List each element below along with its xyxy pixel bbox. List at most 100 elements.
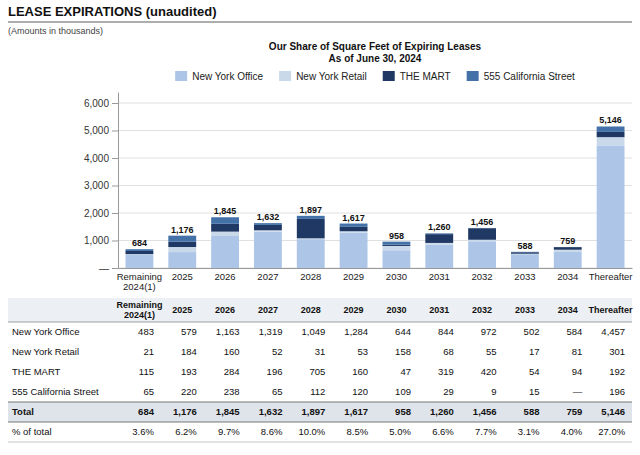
- y-tick-label: 2,000: [84, 208, 109, 219]
- y-tick-mark: [112, 131, 118, 132]
- bar-series: [125, 132, 624, 254]
- y-tick-label: 4,000: [84, 153, 109, 164]
- bar: [297, 216, 325, 219]
- table-row-label: 555 California Street: [12, 386, 99, 397]
- bar-series: [125, 145, 624, 268]
- table-total-bg: [8, 402, 632, 422]
- bar: [425, 234, 453, 243]
- table-cell: 52: [272, 346, 283, 357]
- y-axis: —1,0002,0003,0004,0005,0006,000: [84, 93, 119, 274]
- bar: [125, 255, 153, 268]
- bar: [554, 250, 582, 252]
- table-column-header: 2031: [429, 305, 449, 315]
- table-cell: 158: [395, 346, 411, 357]
- x-tick: 2025: [172, 268, 193, 282]
- x-tick-label: 2026: [215, 271, 236, 282]
- table-cell: 21: [143, 346, 154, 357]
- x-tick: 2032: [472, 268, 493, 282]
- table-rule: [8, 402, 632, 403]
- table-cell: 8.5%: [346, 426, 368, 437]
- legend-swatch: [383, 71, 395, 81]
- y-tick: 5,000: [84, 125, 118, 136]
- table-cell: 10.0%: [298, 426, 325, 437]
- y-tick-label: 5,000: [84, 125, 109, 136]
- total-label: 958: [389, 231, 404, 241]
- total-label: 1,632: [257, 212, 280, 222]
- grid-line: [118, 213, 632, 214]
- y-tick: 3,000: [84, 180, 118, 191]
- x-axis: Remaining2024(1)202520262027202820292030…: [117, 268, 633, 292]
- chart-heading: Our Share of Square Feet of Expiring Lea…: [269, 41, 482, 52]
- total-label: 1,176: [171, 225, 194, 235]
- bar: [425, 243, 453, 245]
- table-cell: 1,176: [173, 406, 197, 417]
- y-tick-label: —: [99, 263, 109, 274]
- y-tick: 6,000: [84, 98, 118, 109]
- subtitle: (Amounts in thousands): [8, 26, 103, 36]
- table-cell: 1,897: [302, 406, 326, 417]
- x-tick: 2030: [386, 268, 407, 282]
- table-cell: 196: [267, 366, 283, 377]
- bar: [597, 132, 625, 137]
- bar-series: [125, 137, 624, 255]
- x-tick: 2026: [215, 268, 236, 282]
- chart: LEASE EXPIRATIONS (unaudited)(Amounts in…: [0, 0, 640, 455]
- x-axis-line: [119, 268, 633, 269]
- table-cell: 1,456: [473, 406, 497, 417]
- x-tick: 2034: [557, 268, 578, 282]
- bar: [125, 249, 153, 251]
- table-cell: 220: [181, 386, 197, 397]
- bar: [382, 245, 410, 246]
- legend-item: THE MART: [383, 71, 451, 82]
- table-column-header: 2034: [558, 305, 578, 315]
- x-tick-label-line: 2024(1): [123, 281, 156, 292]
- y-tick-mark: [112, 158, 118, 159]
- table-cell: 319: [438, 366, 454, 377]
- table-row-label: Total: [12, 406, 34, 417]
- total-label: 1,617: [342, 213, 365, 223]
- table-column-header: 2028: [301, 305, 321, 315]
- grid-line: [118, 158, 632, 159]
- legend-label: THE MART: [400, 71, 451, 82]
- x-tick: 2033: [514, 268, 535, 282]
- table-cell: 6.6%: [432, 426, 454, 437]
- bar: [297, 219, 325, 238]
- table-cell: 55: [486, 346, 497, 357]
- table-cell: 238: [224, 386, 240, 397]
- y-tick-mark: [112, 241, 118, 242]
- table-column-header: 2026: [215, 305, 235, 315]
- total-label: 759: [560, 236, 575, 246]
- table-column-header: 2029: [344, 305, 364, 315]
- table-cell: 1,632: [259, 406, 283, 417]
- table-rule: [8, 442, 632, 443]
- table-cell: 54: [529, 366, 540, 377]
- table-row-label: New York Office: [12, 326, 79, 337]
- table-cell: 1,845: [216, 406, 240, 417]
- total-labels: 6841,1761,8451,6321,8971,6179581,2601,45…: [132, 115, 622, 250]
- bar: [340, 227, 368, 231]
- table-cell: 53: [358, 346, 369, 357]
- table-cell: 705: [309, 366, 325, 377]
- bar: [297, 239, 325, 268]
- bar: [340, 231, 368, 232]
- y-tick-mark: [112, 186, 118, 187]
- table-column-header: Remaining2024(1): [116, 300, 162, 320]
- table-cell: 109: [395, 386, 411, 397]
- table-cell: 1,049: [302, 326, 326, 337]
- bar-series: [125, 126, 624, 252]
- table-cell: 4,457: [601, 326, 625, 337]
- table-cell: 284: [224, 366, 240, 377]
- bar: [382, 246, 410, 250]
- y-tick-label: 6,000: [84, 98, 109, 109]
- table-cell: 502: [524, 326, 540, 337]
- grid-line: [118, 130, 632, 131]
- bar: [511, 252, 539, 253]
- grid: [118, 103, 632, 268]
- x-tick-label: 2032: [472, 271, 493, 282]
- bar: [254, 223, 282, 225]
- table-cell: 420: [481, 366, 497, 377]
- table-cell: 958: [395, 406, 411, 417]
- table-cell: 7.7%: [475, 426, 497, 437]
- table: Remaining2024(1)202520262027202820292030…: [8, 298, 633, 442]
- table-cell: 4.0%: [561, 426, 583, 437]
